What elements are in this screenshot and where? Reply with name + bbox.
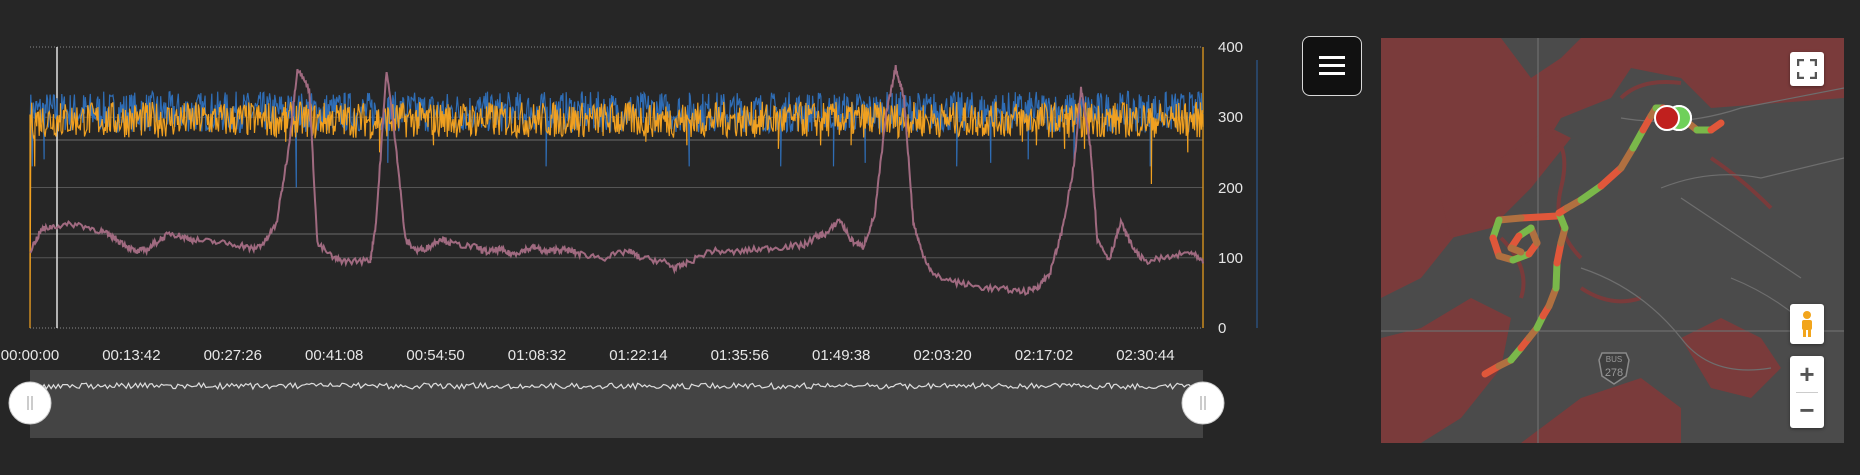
menu-button[interactable]	[1302, 36, 1362, 96]
fullscreen-icon	[1797, 59, 1817, 79]
series-layer	[29, 65, 1204, 329]
route-segment	[1617, 144, 1637, 172]
route-loop-segment	[1495, 214, 1525, 224]
handle-circle[interactable]	[8, 381, 52, 425]
zoom-divider	[1796, 392, 1818, 393]
x-tick-label: 01:22:14	[609, 347, 667, 364]
route-shield: BUS 278	[1598, 352, 1630, 385]
water-channel	[1579, 286, 1642, 304]
pegman-icon	[1802, 311, 1812, 337]
gridlines	[30, 46, 1203, 329]
water-channel	[1709, 156, 1773, 210]
water-channel	[1549, 131, 1583, 260]
series-hr-line	[29, 65, 1204, 297]
x-tick-label: 00:27:26	[204, 347, 262, 364]
power-tick-label: 100	[1218, 250, 1243, 267]
x-tick-label: 01:08:32	[508, 347, 566, 364]
axis-lines	[56, 47, 1258, 328]
navigator-track[interactable]	[30, 370, 1203, 438]
map-svg[interactable]: BUS 278	[1381, 38, 1844, 443]
x-tick-label: 01:49:38	[812, 347, 870, 364]
water-area	[1381, 38, 1844, 298]
map-water	[1381, 38, 1844, 443]
shield-label-bus: BUS	[1606, 355, 1622, 364]
hamburger-icon	[1319, 56, 1345, 75]
route-segment	[1552, 259, 1561, 292]
chart-svg: 00:00:00 00:13:42 00:27:26 00:41:08 00:54:50…	[1, 39, 1258, 438]
navigator-right-handle[interactable]	[1181, 381, 1225, 425]
route-loop-segment	[1507, 244, 1525, 256]
map-panel[interactable]: BUS 278 + −	[1381, 38, 1844, 443]
navigator[interactable]	[8, 370, 1225, 438]
power-tick-label: 300	[1218, 109, 1243, 126]
water-channel	[1619, 80, 1682, 100]
x-tick-label: 02:30:44	[1116, 347, 1174, 364]
zoom-control: + −	[1790, 356, 1824, 428]
street-view-button[interactable]	[1790, 304, 1824, 344]
x-tick-label: 02:03:20	[913, 347, 971, 364]
series-power-line	[29, 101, 1204, 329]
water-area	[1681, 318, 1781, 398]
fullscreen-button[interactable]	[1790, 52, 1824, 86]
x-tick-label: 00:00:00	[1, 347, 59, 364]
water-channel	[1499, 236, 1526, 299]
navigator-left-handle[interactable]	[8, 381, 52, 425]
series-pace-line	[29, 89, 1204, 188]
x-tick-label: 00:54:50	[406, 347, 464, 364]
x-tick-label: 02:17:02	[1015, 347, 1073, 364]
x-tick-label: 00:41:08	[305, 347, 363, 364]
power-tick-label: 400	[1218, 39, 1243, 56]
map-route	[1481, 104, 1725, 378]
route-segment	[1597, 164, 1625, 190]
x-tick-label: 00:13:42	[102, 347, 160, 364]
power-tick-label: 200	[1218, 180, 1243, 197]
x-tick-label: 01:35:56	[711, 347, 769, 364]
chart-area: 00:00:00 00:13:42 00:27:26 00:41:08 00:54:50…	[1, 36, 1362, 438]
road	[1680, 197, 1802, 279]
route-segment	[1707, 119, 1725, 134]
end-marker-icon[interactable]	[1654, 105, 1680, 131]
end-marker[interactable]	[1654, 105, 1692, 131]
handle-circle[interactable]	[1181, 381, 1225, 425]
navigator-series	[29, 381, 1204, 391]
route-loop-segment	[1517, 212, 1561, 222]
route-segment	[1577, 182, 1605, 204]
tick-labels: 00:00:00 00:13:42 00:27:26 00:41:08 00:54:50…	[1, 39, 1243, 364]
zoom-out-button[interactable]: −	[1799, 394, 1815, 425]
road	[1660, 157, 1844, 189]
water-area	[1521, 378, 1681, 443]
shield-label-278: 278	[1605, 367, 1623, 379]
power-tick-label: 0	[1218, 320, 1226, 337]
water-area	[1381, 298, 1511, 443]
zoom-in-button[interactable]: +	[1799, 358, 1815, 389]
road	[1580, 267, 1772, 371]
